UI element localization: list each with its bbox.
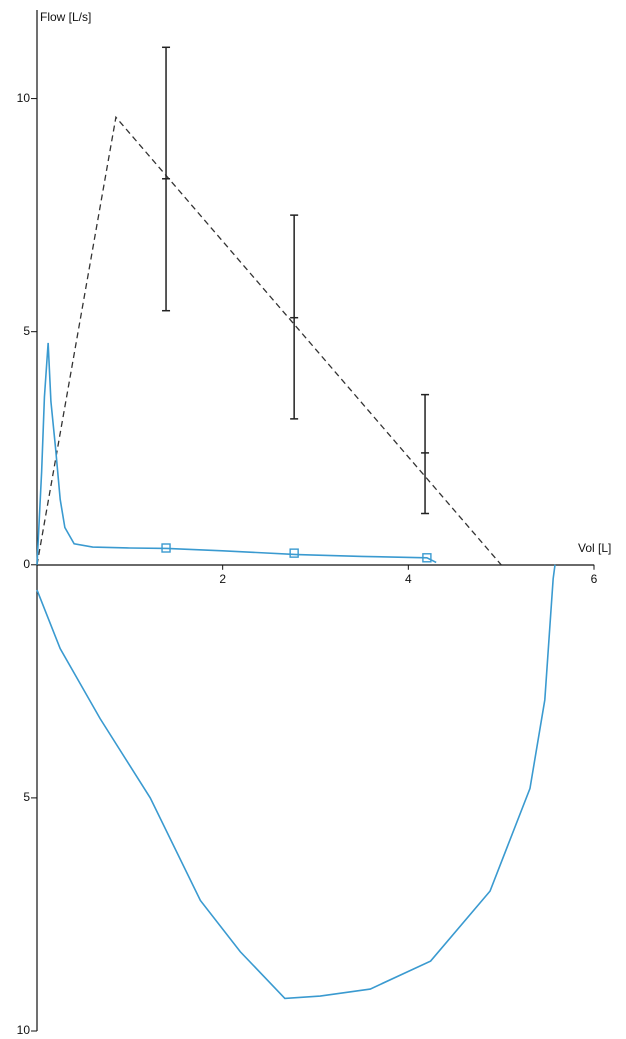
- y-axis-label: Flow [L/s]: [40, 10, 91, 24]
- x-axis-label: Vol [L]: [578, 541, 611, 555]
- y-tick-label: 5: [23, 324, 30, 338]
- y-tick-label: 5: [23, 790, 30, 804]
- flow-volume-curve: [36, 564, 556, 1000]
- marker: [289, 548, 299, 558]
- flow-volume-curve: [36, 342, 437, 565]
- marker: [422, 553, 432, 563]
- y-tick-label: 10: [17, 1023, 31, 1037]
- predicted-line: [36, 115, 502, 566]
- marker: [161, 543, 171, 553]
- x-tick-label: 2: [219, 572, 226, 586]
- y-tick-label: 0: [23, 557, 30, 571]
- y-tick-label: 10: [17, 91, 31, 105]
- x-tick-label: 6: [591, 572, 598, 586]
- x-tick-label: 4: [405, 572, 412, 586]
